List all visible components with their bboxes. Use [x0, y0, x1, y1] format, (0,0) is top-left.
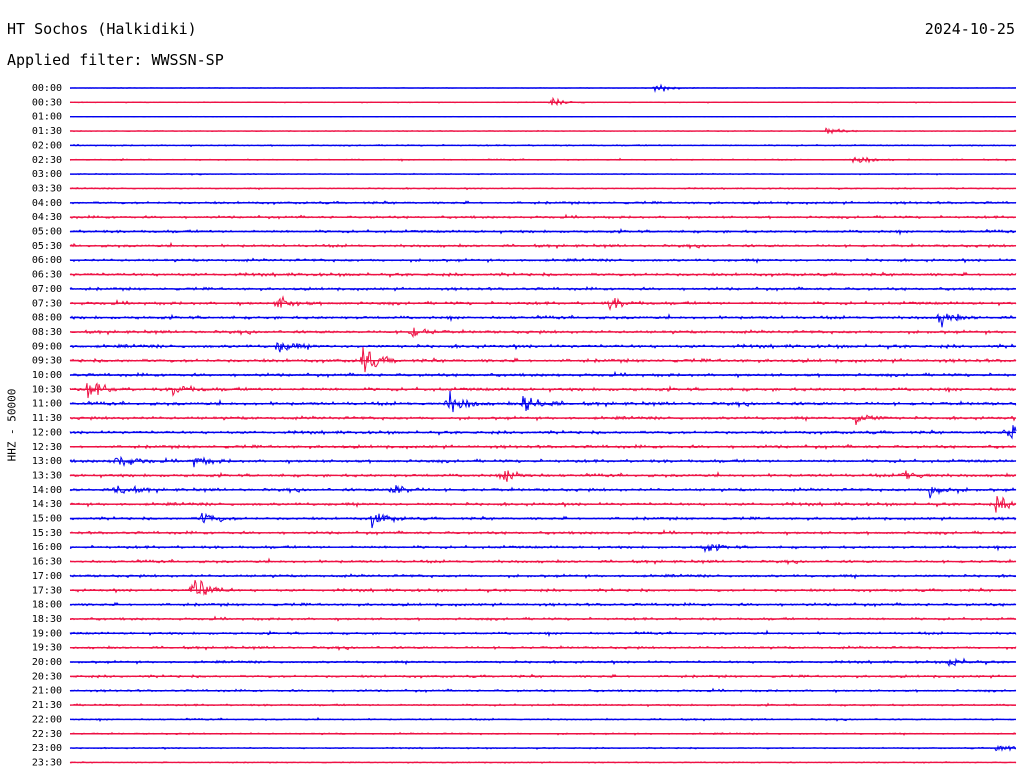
time-tick-label: 12:00: [32, 427, 62, 438]
time-tick-labels: 00:00 00:30 01:00 01:30 02:00 02:30 03:00 03:30…: [32, 83, 62, 768]
time-tick-label: 10:00: [32, 370, 62, 381]
time-tick-label: 07:00: [32, 284, 62, 295]
station-title: HT Sochos (Halkidiki): [7, 20, 197, 38]
trace-row: [69, 455, 1017, 468]
time-tick-label: 15:00: [32, 514, 62, 525]
time-tick-label: 17:30: [32, 585, 62, 596]
time-tick-label: 03:00: [32, 169, 62, 180]
trace-row: [69, 425, 1017, 440]
time-tick-label: 23:30: [32, 757, 62, 768]
time-tick-label: 19:30: [32, 643, 62, 654]
seismic-traces: [69, 83, 1017, 764]
time-tick-label: 09:00: [32, 341, 62, 352]
time-tick-label: 22:00: [32, 714, 62, 725]
time-tick-label: 16:00: [32, 542, 62, 553]
time-tick-label: 00:30: [32, 97, 62, 108]
filter-label: Applied filter: WWSSN-SP: [7, 51, 224, 69]
time-tick-label: 23:00: [32, 743, 62, 754]
trace-row: [69, 313, 1017, 328]
trace-row: [69, 382, 1017, 399]
time-tick-label: 15:30: [32, 528, 62, 539]
time-tick-label: 20:30: [32, 671, 62, 682]
time-tick-label: 10:30: [32, 384, 62, 395]
time-tick-label: 13:30: [32, 470, 62, 481]
time-tick-label: 04:00: [32, 198, 62, 209]
time-tick-label: 14:30: [32, 499, 62, 510]
time-tick-label: 07:30: [32, 298, 62, 309]
time-tick-label: 11:00: [32, 399, 62, 410]
time-tick-label: 19:00: [32, 628, 62, 639]
time-tick-label: 02:30: [32, 155, 62, 166]
time-tick-label: 18:00: [32, 600, 62, 611]
trace-row: [69, 341, 1017, 353]
time-tick-label: 11:30: [32, 413, 62, 424]
time-tick-label: 06:30: [32, 270, 62, 281]
time-tick-label: 22:30: [32, 729, 62, 740]
time-tick-label: 20:00: [32, 657, 62, 668]
time-tick-label: 03:30: [32, 183, 62, 194]
time-tick-label: 13:00: [32, 456, 62, 467]
time-tick-label: 01:00: [32, 112, 62, 123]
trace-row: [69, 414, 1017, 425]
time-tick-label: 21:30: [32, 700, 62, 711]
time-tick-label: 00:00: [32, 83, 62, 94]
trace-row: [69, 579, 1017, 596]
time-tick-label: 05:00: [32, 227, 62, 238]
time-tick-label: 18:30: [32, 614, 62, 625]
time-tick-label: 21:00: [32, 686, 62, 697]
time-tick-label: 05:30: [32, 241, 62, 252]
time-tick-label: 09:30: [32, 356, 62, 367]
time-tick-label: 08:30: [32, 327, 62, 338]
trace-row: [69, 512, 1017, 529]
time-tick-label: 16:30: [32, 557, 62, 568]
time-tick-label: 12:30: [32, 442, 62, 453]
time-tick-label: 06:00: [32, 255, 62, 266]
time-tick-label: 01:30: [32, 126, 62, 137]
time-tick-label: 08:00: [32, 313, 62, 324]
time-tick-label: 02:00: [32, 140, 62, 151]
trace-row: [69, 484, 1017, 499]
time-tick-label: 17:00: [32, 571, 62, 582]
time-tick-label: 04:30: [32, 212, 62, 223]
time-tick-label: 14:00: [32, 485, 62, 496]
plot-date: 2024-10-25: [924, 20, 1015, 38]
trace-row: [69, 390, 1017, 413]
trace-row: [69, 347, 1017, 373]
